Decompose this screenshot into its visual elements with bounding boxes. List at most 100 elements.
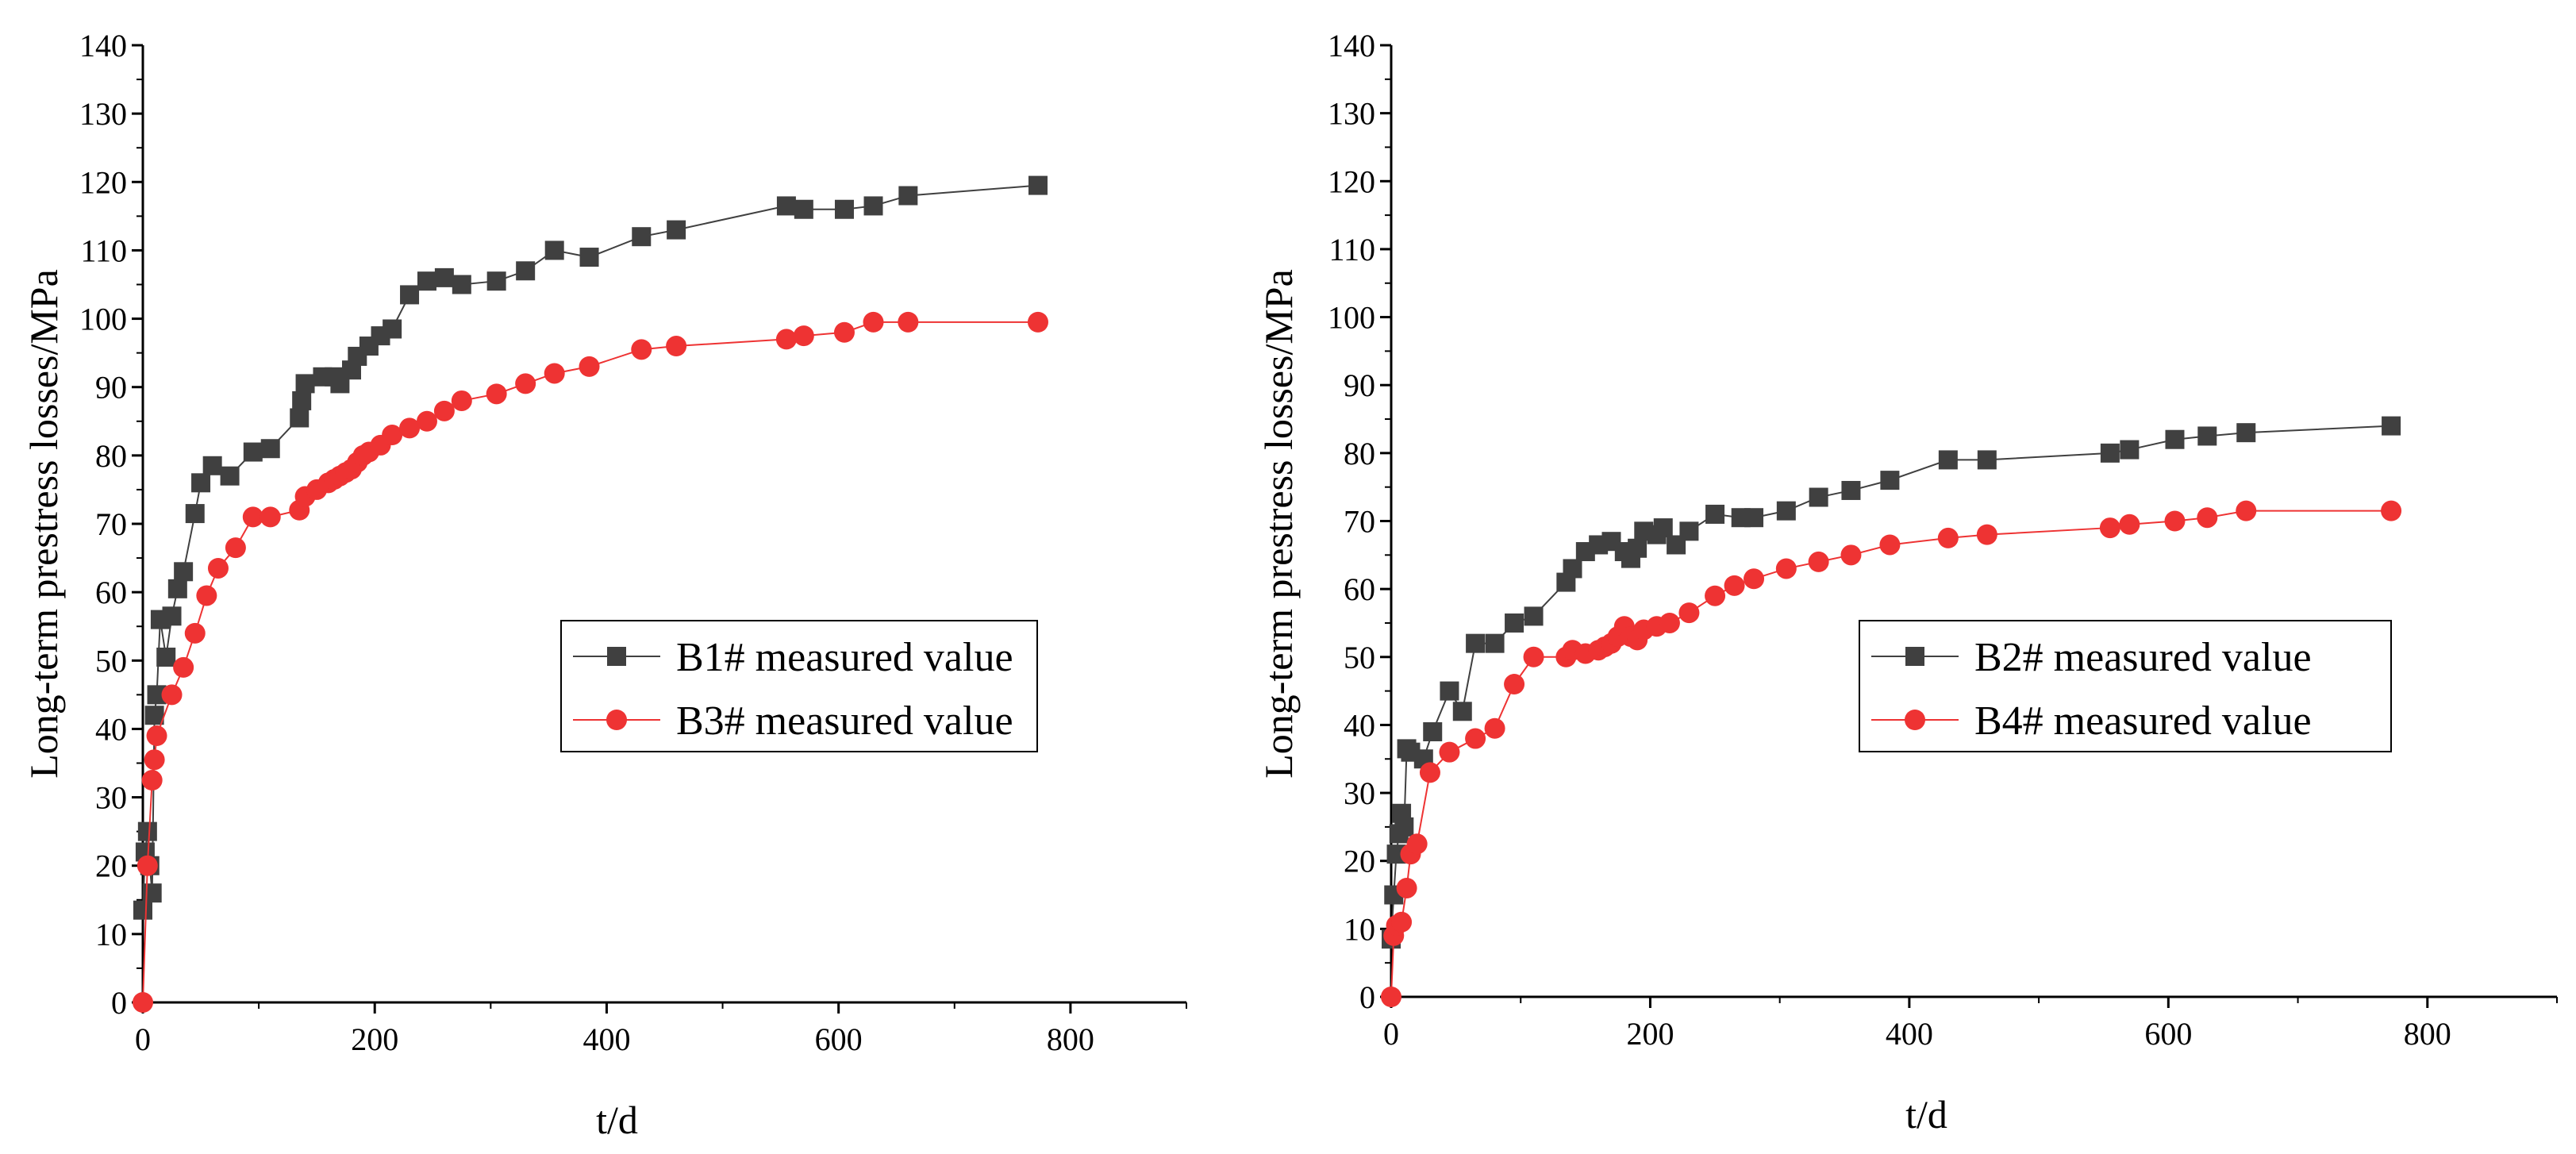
y-tick-label: 30	[95, 780, 127, 816]
y-tick-label: 0	[1359, 979, 1375, 1015]
data-point	[146, 725, 167, 747]
y-tick-label: 10	[95, 917, 127, 952]
x-tick-label: 400	[582, 1021, 630, 1057]
y-tick-label: 60	[95, 575, 127, 610]
y-tick-label: 50	[1344, 640, 1375, 675]
data-point	[863, 196, 883, 216]
data-point	[2165, 429, 2185, 449]
y-tick-label: 80	[1344, 436, 1375, 471]
data-point	[863, 311, 884, 333]
y-tick-label: 10	[1344, 911, 1375, 947]
data-point	[1938, 450, 1958, 470]
legend-label: B4# measured value	[1974, 698, 2312, 744]
y-axis-title: Long-term prestress losses/MPa	[21, 269, 66, 779]
data-point	[243, 442, 263, 462]
legend-marker	[607, 647, 626, 666]
data-point	[1880, 471, 1900, 490]
data-point	[631, 339, 652, 360]
data-point	[1724, 575, 1745, 596]
y-tick-label: 140	[1328, 28, 1375, 63]
data-point	[433, 400, 455, 421]
x-tick-label: 600	[2144, 1016, 2192, 1052]
data-point	[144, 706, 164, 725]
data-point	[434, 267, 454, 287]
y-tick-label: 110	[1328, 232, 1375, 267]
data-point	[1976, 524, 1997, 545]
legend-box	[1859, 620, 2392, 752]
y-tick-label: 40	[95, 711, 127, 747]
data-point	[1465, 728, 1486, 749]
data-point	[2236, 500, 2257, 521]
data-point	[1775, 558, 1797, 579]
data-point	[632, 227, 652, 247]
data-point	[416, 410, 437, 432]
legend: B1# measured value B3# measured value	[560, 620, 1038, 752]
data-point	[185, 504, 205, 524]
y-tick-label: 20	[95, 848, 127, 884]
data-point	[2120, 440, 2140, 460]
data-point	[202, 456, 222, 475]
data-point	[2197, 426, 2217, 446]
legend-marker	[1905, 647, 1924, 666]
data-point	[1423, 721, 1443, 741]
data-point	[1406, 833, 1428, 855]
data-point	[1504, 674, 1525, 695]
y-tick-label: 0	[111, 985, 127, 1021]
data-point	[1744, 568, 1765, 590]
data-point	[1439, 741, 1460, 763]
y-tick-label: 70	[1344, 504, 1375, 540]
data-point	[399, 417, 421, 439]
x-tick-label: 400	[1886, 1016, 1933, 1052]
data-point	[141, 770, 163, 791]
data-point	[1705, 585, 1726, 606]
data-point	[1394, 817, 1414, 837]
data-point	[1484, 717, 1505, 739]
data-point	[1744, 508, 1764, 528]
data-point	[295, 374, 315, 394]
data-point	[1678, 602, 1700, 624]
data-point	[515, 373, 536, 394]
data-point	[1440, 681, 1459, 701]
data-point	[1381, 987, 1401, 1007]
data-point	[2164, 510, 2186, 532]
data-point	[207, 557, 229, 579]
data-point	[1653, 518, 1673, 538]
data-point	[1391, 911, 1413, 933]
y-tick-label: 130	[79, 96, 127, 132]
data-point	[1679, 521, 1699, 541]
data-point	[2382, 416, 2401, 436]
legend-marker	[606, 710, 627, 730]
y-tick-label: 130	[1328, 96, 1375, 132]
data-point	[400, 285, 420, 305]
data-point	[136, 855, 158, 876]
data-point	[1466, 633, 1486, 653]
series-line	[1390, 510, 2392, 998]
x-tick-label: 0	[135, 1021, 151, 1057]
data-point	[1841, 480, 1861, 500]
data-point	[1523, 646, 1544, 667]
data-point	[142, 883, 162, 903]
legend-box	[560, 620, 1038, 752]
data-point	[667, 220, 686, 240]
data-point	[516, 261, 536, 281]
data-point	[196, 585, 217, 606]
data-point	[2197, 507, 2218, 529]
data-point	[1809, 487, 1828, 507]
data-point	[544, 363, 565, 384]
data-point	[1028, 175, 1048, 195]
y-tick-label: 100	[1328, 300, 1375, 336]
data-point	[2119, 514, 2140, 535]
data-point	[1505, 613, 1524, 633]
data-point	[833, 321, 855, 343]
data-point	[579, 248, 599, 267]
data-point	[1937, 527, 1959, 548]
data-point	[486, 271, 506, 291]
data-point	[1419, 762, 1440, 783]
data-point	[1840, 544, 1862, 566]
series-2	[133, 311, 1048, 1013]
y-tick-label: 120	[1328, 163, 1375, 199]
data-point	[161, 684, 183, 706]
data-point	[451, 390, 472, 411]
data-point	[260, 506, 281, 528]
